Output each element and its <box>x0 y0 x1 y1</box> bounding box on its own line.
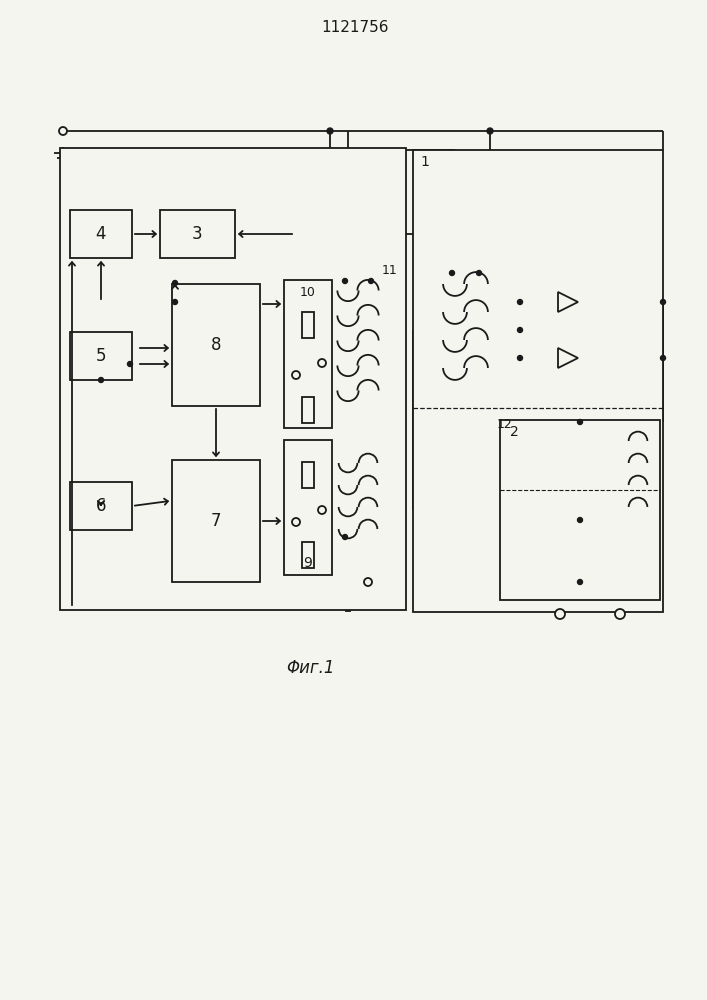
Text: 11: 11 <box>382 263 398 276</box>
Text: 1121756: 1121756 <box>321 19 389 34</box>
Circle shape <box>487 128 493 134</box>
Circle shape <box>342 278 348 284</box>
Circle shape <box>660 300 665 304</box>
Circle shape <box>368 278 373 284</box>
Text: 9: 9 <box>303 556 312 570</box>
Circle shape <box>518 328 522 332</box>
Text: 1: 1 <box>421 155 429 169</box>
Circle shape <box>450 270 455 275</box>
Text: 12: 12 <box>497 418 513 432</box>
Bar <box>70 332 132 380</box>
Circle shape <box>318 506 326 514</box>
Circle shape <box>98 377 103 382</box>
Circle shape <box>342 534 348 540</box>
Text: 10: 10 <box>300 286 316 298</box>
Circle shape <box>555 609 565 619</box>
Circle shape <box>364 578 372 586</box>
Circle shape <box>292 518 300 526</box>
Circle shape <box>578 518 583 522</box>
Text: 7: 7 <box>211 512 221 530</box>
Text: Φиг.1: Φиг.1 <box>286 659 334 677</box>
Circle shape <box>660 356 665 360</box>
Bar <box>302 397 314 423</box>
Bar <box>160 210 235 258</box>
Bar <box>284 280 332 428</box>
Text: 2: 2 <box>510 425 518 439</box>
Text: 3: 3 <box>192 225 203 243</box>
Text: 5: 5 <box>95 347 106 365</box>
Circle shape <box>578 420 583 424</box>
Circle shape <box>292 371 300 379</box>
Bar <box>284 440 332 575</box>
Bar <box>172 284 260 406</box>
Bar <box>60 148 406 610</box>
Circle shape <box>127 361 132 366</box>
Bar <box>70 482 132 530</box>
Polygon shape <box>558 348 578 368</box>
Circle shape <box>518 356 522 360</box>
Text: 6: 6 <box>95 497 106 515</box>
Circle shape <box>518 300 522 304</box>
Circle shape <box>327 128 333 134</box>
Bar <box>302 312 314 338</box>
Bar <box>172 460 260 582</box>
Circle shape <box>578 580 583 584</box>
Bar <box>302 542 314 568</box>
Circle shape <box>477 270 481 275</box>
Circle shape <box>59 127 67 135</box>
Bar <box>302 462 314 488</box>
Circle shape <box>318 359 326 367</box>
Bar <box>500 420 660 600</box>
Polygon shape <box>558 292 578 312</box>
Circle shape <box>615 609 625 619</box>
Circle shape <box>173 280 177 286</box>
Text: 8: 8 <box>211 336 221 354</box>
Circle shape <box>173 300 177 304</box>
Bar <box>70 210 132 258</box>
Text: 4: 4 <box>95 225 106 243</box>
Bar <box>413 150 663 612</box>
